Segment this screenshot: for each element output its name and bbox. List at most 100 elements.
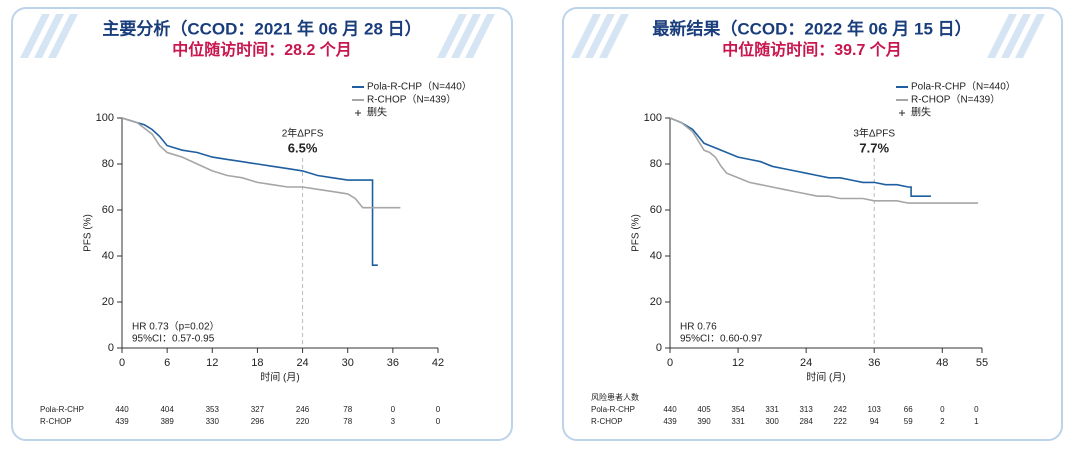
risk-value: 405	[697, 405, 711, 414]
risk-value: 246	[296, 405, 310, 414]
risk-value: 0	[436, 405, 441, 414]
y-tick-label: 100	[96, 112, 114, 124]
stats-text: 95%CI：0.60-0.97	[680, 334, 763, 345]
x-tick-label: 0	[667, 357, 673, 369]
x-tick-label: 18	[251, 357, 263, 369]
legend-label: 删失	[367, 106, 387, 119]
y-tick-label: 80	[102, 158, 114, 170]
y-axis-label: PFS (%)	[83, 214, 94, 252]
risk-value: 331	[731, 417, 745, 426]
risk-value: 78	[343, 417, 352, 426]
risk-value: 0	[940, 405, 945, 414]
x-tick-label: 36	[868, 357, 880, 369]
y-tick-label: 40	[650, 250, 662, 262]
x-tick-label: 6	[164, 357, 170, 369]
x-tick-label: 48	[936, 357, 948, 369]
y-tick-label: 20	[102, 296, 114, 308]
decor-stripe	[20, 14, 50, 58]
risk-value: 440	[115, 405, 129, 414]
y-tick-label: 0	[108, 342, 114, 354]
risk-row-label: Pola-R-CHP	[591, 405, 635, 414]
chart-subtitle: 中位随访时间：39.7 个月	[722, 40, 902, 59]
panel: 主要分析（CCOD：2021 年 06 月 28 日） 中位随访时间：28.2 个…	[11, 7, 513, 441]
x-tick-label: 30	[342, 357, 354, 369]
x-tick-label: 12	[732, 357, 744, 369]
risk-value: 220	[296, 417, 310, 426]
decor-stripe	[465, 14, 495, 58]
risk-value: 1	[974, 417, 979, 426]
risk-value: 78	[343, 405, 352, 414]
legend-label: 删失	[911, 106, 931, 119]
risk-row-label: R-CHOP	[40, 417, 72, 426]
y-tick-label: 20	[650, 296, 662, 308]
x-tick-label: 0	[119, 357, 125, 369]
risk-value: 389	[160, 417, 174, 426]
chart-subtitle: 中位随访时间：28.2 个月	[172, 40, 352, 59]
decor-stripe	[1015, 14, 1045, 58]
x-tick-label: 24	[800, 357, 812, 369]
annotation-value: 6.5%	[288, 140, 318, 155]
survival-curve	[121, 117, 378, 267]
decor-stripe	[451, 14, 481, 58]
risk-value: 327	[251, 405, 265, 414]
risk-value: 439	[115, 417, 129, 426]
panel-frame	[11, 7, 513, 441]
y-tick-label: 0	[656, 342, 662, 354]
risk-value: 440	[663, 405, 677, 414]
risk-value: 439	[663, 417, 677, 426]
x-tick-label: 55	[976, 357, 988, 369]
risk-value: 0	[974, 405, 979, 414]
chart-title: 主要分析（CCOD：2021 年 06 月 28 日）	[102, 18, 421, 38]
risk-value: 296	[251, 417, 265, 426]
risk-value: 94	[870, 417, 879, 426]
legend-label: Pola-R-CHP（N=440）	[367, 81, 472, 93]
risk-value: 103	[868, 405, 882, 414]
decor-stripe	[987, 14, 1017, 58]
risk-value: 300	[765, 417, 779, 426]
stats-text: 95%CI：0.57-0.95	[132, 334, 215, 345]
risk-value: 390	[697, 417, 711, 426]
x-axis-label: 时间 (月)	[260, 371, 299, 384]
legend-censor-symbol	[355, 110, 361, 116]
risk-value: 354	[731, 405, 745, 414]
x-tick-label: 42	[432, 357, 444, 369]
annotation-label: 3年ΔPFS	[853, 127, 895, 140]
y-tick-label: 100	[644, 112, 662, 124]
legend-censor-symbol	[899, 110, 905, 116]
risk-row-label: R-CHOP	[591, 417, 623, 426]
risk-table-title: 风险患者人数	[591, 392, 639, 402]
legend-label: Pola-R-CHP（N=440）	[911, 81, 1016, 93]
risk-value: 222	[834, 417, 848, 426]
stats-text: HR 0.73（p=0.02）	[132, 321, 220, 333]
y-tick-label: 40	[102, 250, 114, 262]
decor-stripe	[1001, 14, 1031, 58]
y-tick-label: 60	[102, 204, 114, 216]
risk-value: 313	[799, 405, 813, 414]
risk-value: 2	[940, 417, 945, 426]
decor-stripe	[585, 14, 615, 58]
y-tick-label: 80	[650, 158, 662, 170]
y-tick-label: 60	[650, 204, 662, 216]
panel: 最新结果（CCOD：2022 年 06 月 15 日） 中位随访时间：39.7 个…	[562, 7, 1063, 441]
x-tick-label: 36	[387, 357, 399, 369]
x-tick-label: 24	[296, 357, 308, 369]
risk-value: 404	[160, 405, 174, 414]
annotation-label: 2年ΔPFS	[282, 127, 324, 140]
risk-value: 0	[391, 405, 396, 414]
risk-value: 330	[206, 417, 220, 426]
decor-stripe	[437, 14, 467, 58]
risk-value: 331	[765, 405, 779, 414]
panel-frame	[562, 7, 1063, 441]
risk-value: 353	[206, 405, 220, 414]
annotation-value: 7.7%	[859, 140, 889, 155]
risk-row-label: Pola-R-CHP	[40, 405, 84, 414]
decor-stripe	[599, 14, 629, 58]
risk-value: 0	[436, 417, 441, 426]
x-axis-label: 时间 (月)	[806, 371, 845, 384]
survival-curve	[669, 117, 931, 197]
chart-title: 最新结果（CCOD：2022 年 06 月 15 日）	[652, 18, 971, 38]
survival-curve	[669, 117, 979, 204]
risk-value: 59	[904, 417, 913, 426]
y-axis-label: PFS (%)	[631, 214, 642, 252]
risk-value: 242	[834, 405, 848, 414]
